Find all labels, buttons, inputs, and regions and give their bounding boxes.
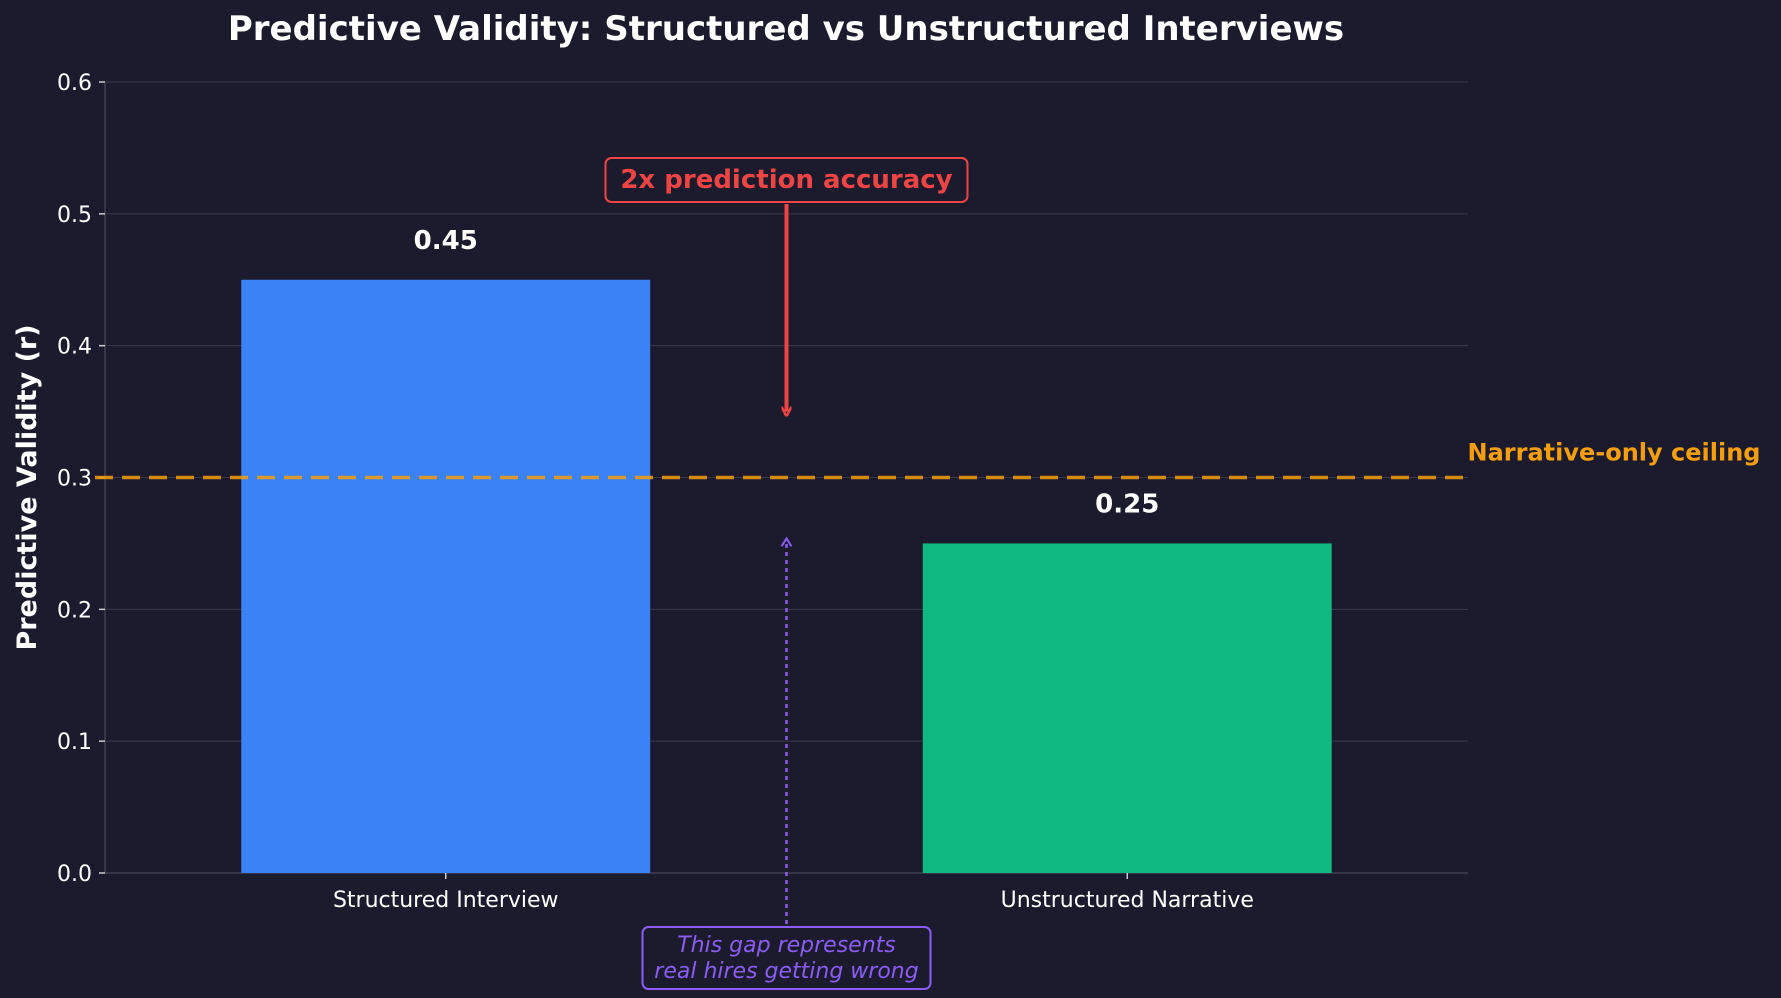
y-tick-label: 0.2 bbox=[57, 598, 92, 623]
gap-callout-line-2: real hires getting wrong bbox=[654, 959, 918, 984]
bar-structured-interview bbox=[241, 279, 651, 873]
x-axis-ticks: Structured Interview Unstructured Narrati… bbox=[333, 873, 1254, 913]
y-tick-label: 0.5 bbox=[57, 203, 92, 228]
accuracy-callout: 2x prediction accuracy bbox=[604, 157, 969, 412]
accuracy-callout-box bbox=[604, 157, 969, 203]
bar-value-label: 0.45 bbox=[414, 226, 478, 256]
x-tick-label: Unstructured Narrative bbox=[1001, 888, 1254, 913]
accuracy-callout-text: 2x prediction accuracy bbox=[620, 165, 952, 195]
y-tick-label: 0.6 bbox=[57, 71, 92, 96]
narrative-ceiling-label: Narrative-only ceiling bbox=[1468, 439, 1761, 467]
y-tick-label: 0.1 bbox=[57, 730, 92, 755]
gap-callout: This gap represents real hires getting w… bbox=[641, 540, 932, 990]
gap-callout-line-1: This gap represents bbox=[677, 933, 896, 958]
y-tick-label: 0.4 bbox=[57, 335, 92, 360]
x-tick-label: Structured Interview bbox=[333, 888, 559, 913]
y-axis-label: Predictive Validity (r) bbox=[12, 324, 43, 650]
chart-title: Predictive Validity: Structured vs Unstr… bbox=[228, 9, 1344, 49]
y-axis-ticks: 0.0 0.1 0.2 0.3 0.4 0.5 0.6 bbox=[57, 71, 105, 887]
y-tick-label: 0.3 bbox=[57, 467, 92, 492]
gap-callout-box bbox=[641, 926, 932, 990]
bar-value-label: 0.25 bbox=[1095, 489, 1159, 519]
y-tick-label: 0.0 bbox=[57, 862, 92, 887]
bars: 0.45 0.25 bbox=[241, 226, 1332, 873]
bar-unstructured-narrative bbox=[922, 543, 1332, 873]
